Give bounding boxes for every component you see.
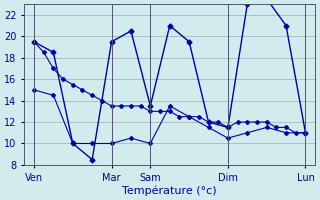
X-axis label: Température (°c): Température (°c) (123, 185, 217, 196)
